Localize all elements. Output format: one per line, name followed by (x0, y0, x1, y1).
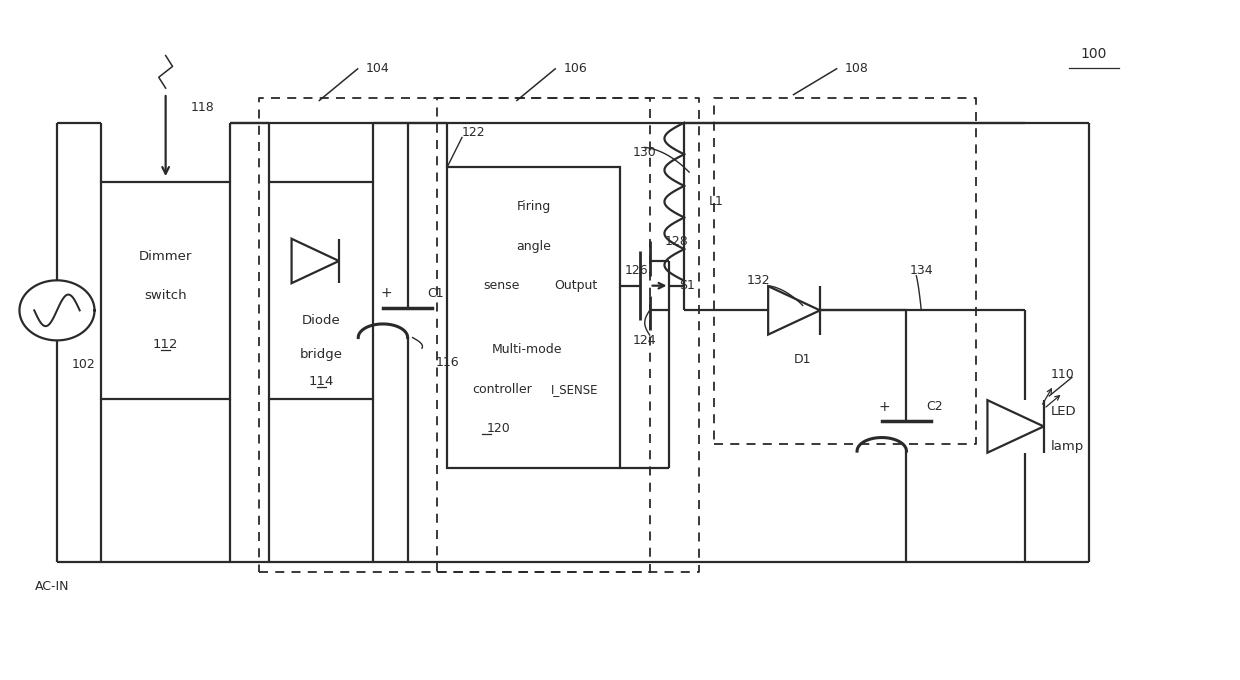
Text: S1: S1 (680, 279, 696, 292)
Text: 118: 118 (190, 101, 215, 114)
Text: controller: controller (472, 383, 532, 396)
Text: lamp: lamp (1052, 440, 1085, 453)
Text: 106: 106 (564, 62, 588, 75)
Text: +: + (879, 400, 890, 413)
Text: 128: 128 (665, 235, 688, 248)
Text: C1: C1 (428, 286, 444, 300)
Text: 100: 100 (1081, 46, 1107, 61)
Text: 102: 102 (72, 358, 95, 371)
Text: Diode: Diode (301, 313, 341, 327)
Text: switch: switch (144, 289, 187, 302)
Text: 134: 134 (909, 265, 932, 277)
Text: Multi-mode: Multi-mode (491, 343, 562, 356)
Text: 120: 120 (486, 422, 511, 435)
Text: 122: 122 (463, 126, 486, 139)
Text: Firing: Firing (516, 200, 551, 213)
Text: 110: 110 (1050, 368, 1074, 381)
Text: Output: Output (554, 279, 598, 292)
Text: LED: LED (1052, 405, 1076, 418)
Text: sense: sense (484, 279, 520, 292)
Text: +: + (381, 286, 392, 300)
Text: 124: 124 (632, 333, 656, 347)
Text: bridge: bridge (300, 348, 342, 361)
Bar (269, 182, 373, 399)
Text: 132: 132 (746, 274, 770, 287)
Bar (102, 182, 229, 399)
Text: 130: 130 (632, 146, 656, 159)
Text: 108: 108 (846, 62, 869, 75)
Text: 112: 112 (153, 339, 179, 352)
Text: AC-IN: AC-IN (35, 581, 69, 594)
Text: 104: 104 (366, 62, 389, 75)
Text: 126: 126 (625, 265, 649, 277)
Text: Dimmer: Dimmer (139, 250, 192, 262)
Text: 116: 116 (435, 356, 459, 369)
Bar (448, 167, 620, 469)
Text: I_SENSE: I_SENSE (551, 383, 599, 396)
Text: C2: C2 (926, 400, 942, 413)
Text: D1: D1 (794, 353, 811, 367)
Text: angle: angle (516, 239, 551, 253)
Text: L1: L1 (709, 195, 724, 208)
Text: 114: 114 (309, 375, 334, 388)
